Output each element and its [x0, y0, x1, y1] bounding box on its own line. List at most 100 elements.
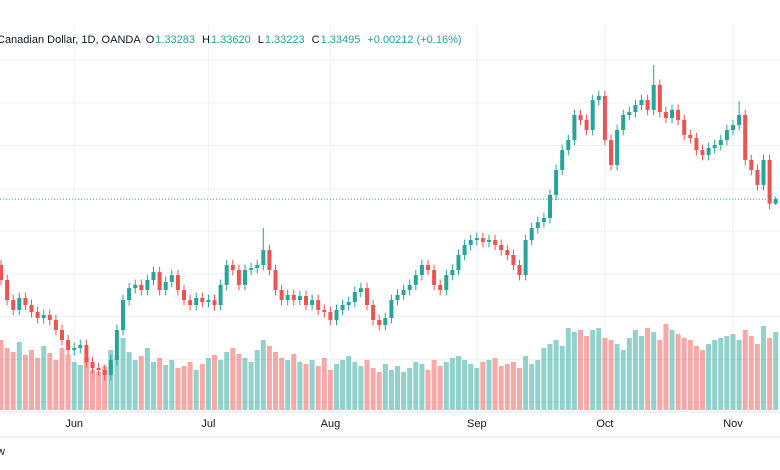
volume-bar — [431, 360, 437, 410]
volume-bar — [559, 346, 565, 410]
candle-body — [145, 279, 150, 291]
volume-bar — [346, 356, 352, 410]
candle-body — [304, 296, 308, 305]
volume-bar — [230, 348, 236, 410]
candle-body — [322, 309, 327, 313]
volume-bar — [687, 340, 693, 410]
volume-bar — [492, 358, 498, 410]
candle-body — [773, 199, 778, 204]
candle-body — [426, 265, 430, 270]
volume-bar — [407, 368, 413, 410]
candle-body — [670, 109, 674, 119]
candle-body — [505, 250, 510, 255]
candle-body — [560, 150, 565, 170]
candle-body — [456, 254, 461, 270]
volume-bar — [639, 336, 644, 410]
volume-bar — [169, 360, 175, 410]
candle-body — [444, 275, 449, 291]
candle-body — [743, 115, 748, 160]
candle-body — [712, 144, 717, 148]
candle-body — [102, 369, 107, 376]
volume-bar — [486, 360, 492, 410]
candle-body — [517, 265, 522, 276]
volume-bar — [645, 328, 651, 410]
candle-body — [249, 268, 254, 270]
volume-bar — [547, 344, 553, 410]
candle-body — [462, 244, 467, 255]
volume-bar — [297, 362, 303, 410]
volume-bar — [602, 338, 608, 410]
volume-bar — [401, 372, 407, 410]
volume-bar — [718, 338, 724, 410]
volume-bar — [663, 324, 669, 410]
volume-bar — [157, 358, 163, 410]
volume-bar — [376, 372, 382, 410]
volume-bar — [340, 360, 346, 410]
candle-body — [72, 347, 77, 351]
x-tick-label: Nov — [723, 418, 743, 430]
volume-bar — [236, 354, 242, 410]
volume-bar — [352, 362, 358, 410]
volume-bar — [126, 352, 132, 410]
volume-bar — [41, 346, 47, 410]
candle-body — [493, 240, 498, 245]
volume-bar — [620, 350, 626, 410]
candle-body — [731, 125, 735, 131]
candle-body — [279, 290, 284, 301]
candle-body — [139, 284, 144, 291]
volume-bar — [565, 328, 571, 410]
volume-bar — [83, 358, 89, 410]
volume-bar — [541, 348, 547, 410]
volume-bar — [285, 360, 291, 410]
candle-body — [236, 269, 241, 285]
candle-body — [273, 269, 278, 291]
candle-body — [297, 296, 302, 301]
candle-body — [541, 218, 546, 223]
candle-layer — [0, 65, 780, 381]
candle-body — [724, 130, 729, 141]
candle-body — [310, 300, 315, 305]
candle-body — [90, 362, 95, 369]
volume-bar — [742, 330, 748, 410]
candle-body — [11, 300, 16, 310]
volume-bar — [510, 362, 516, 410]
candle-body — [133, 284, 138, 289]
candle-body — [169, 275, 174, 282]
candle-body — [182, 290, 186, 301]
volume-bar — [596, 328, 602, 410]
volume-bar — [413, 362, 419, 410]
volume-bar — [657, 340, 663, 410]
volume-bar — [736, 340, 742, 410]
candle-body — [590, 100, 595, 131]
candle-body — [377, 319, 382, 326]
volume-bar — [632, 330, 638, 410]
volume-bar — [53, 360, 59, 410]
candle-body — [529, 228, 534, 241]
candle-body — [584, 119, 589, 131]
candle-body — [255, 265, 260, 269]
candle-body — [395, 294, 400, 301]
volume-bar — [260, 340, 266, 410]
volume-bar — [767, 338, 773, 410]
candle-body — [682, 119, 687, 135]
candle-body — [224, 265, 229, 285]
volume-bar — [730, 334, 736, 410]
candle-body — [761, 159, 766, 185]
volume-bar — [10, 352, 16, 410]
volume-bar — [608, 340, 614, 410]
candle-body — [749, 159, 754, 170]
candle-body — [243, 269, 247, 285]
volume-bar — [22, 355, 28, 410]
volume-bar — [456, 356, 461, 410]
volume-bar — [468, 364, 474, 410]
volume-bar — [4, 348, 10, 410]
volume-bar — [59, 348, 65, 410]
volume-bar — [65, 355, 71, 410]
volume-bar — [724, 336, 730, 410]
volume-bar — [370, 368, 376, 410]
volume-bar — [96, 372, 102, 410]
candle-body — [230, 265, 235, 270]
volume-bar — [181, 366, 187, 410]
candle-body — [523, 240, 528, 276]
